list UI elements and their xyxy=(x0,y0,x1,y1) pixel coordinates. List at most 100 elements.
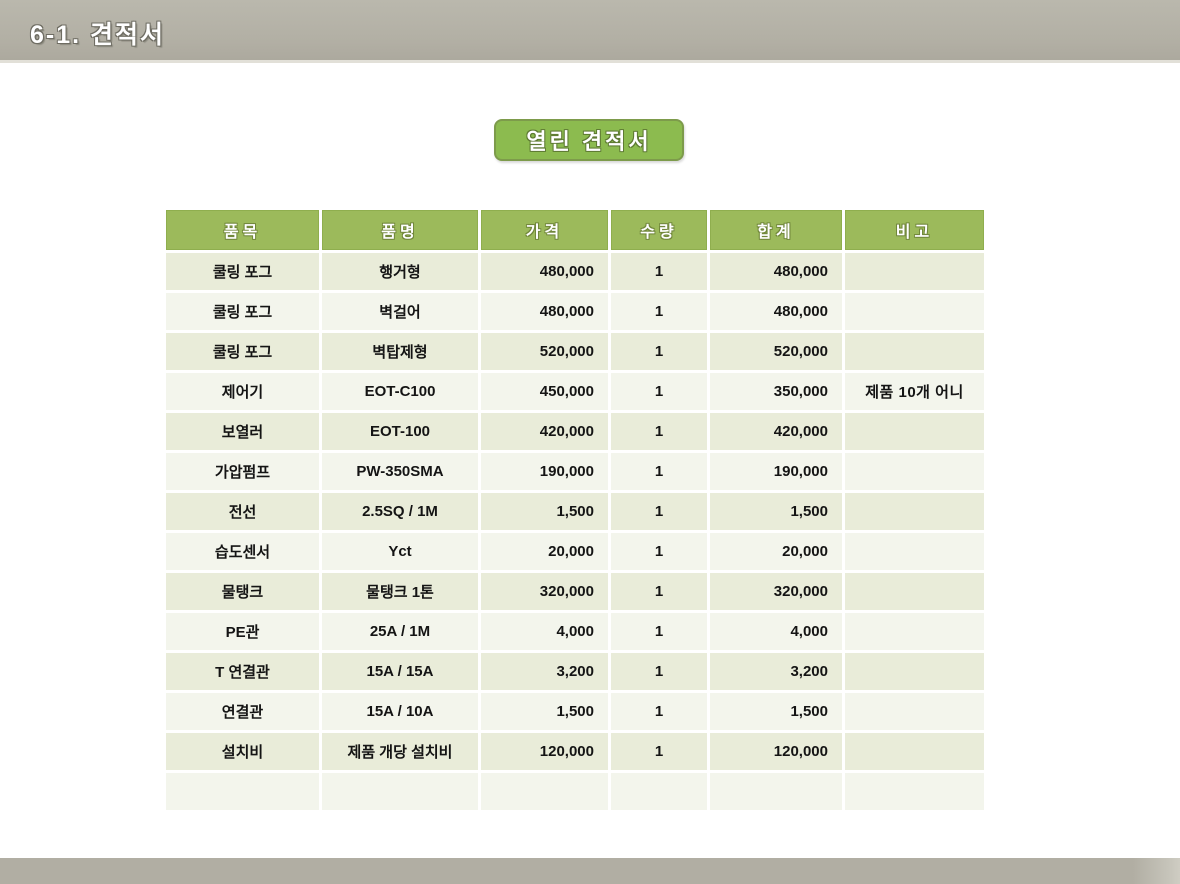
column-header: 합계 xyxy=(710,210,842,250)
table-cell: PE관 xyxy=(166,613,319,650)
table-cell: 물탱크 1톤 xyxy=(322,573,478,610)
table-cell xyxy=(845,293,984,330)
table-cell: 1,500 xyxy=(710,693,842,730)
table-cell: 1 xyxy=(611,253,707,290)
table-cell: 1,500 xyxy=(481,693,608,730)
table-cell: 120,000 xyxy=(481,733,608,770)
table-cell xyxy=(845,693,984,730)
column-header: 가격 xyxy=(481,210,608,250)
open-quotation-badge: 열린 견적서 xyxy=(494,119,684,161)
table-cell: 3,200 xyxy=(481,653,608,690)
table-cell: 20,000 xyxy=(481,533,608,570)
quotation-table: 품목 품명 가격 수량 합계 비고 쿨링 포그 행거형 480,000 1 480,000 쿨링 포… xyxy=(163,207,987,813)
table-cell: 벽탑제형 xyxy=(322,333,478,370)
table-cell xyxy=(611,773,707,810)
table-cell xyxy=(845,573,984,610)
table-cell: 520,000 xyxy=(481,333,608,370)
table-body: 쿨링 포그 행거형 480,000 1 480,000 쿨링 포그 벽걸어 480,000 1 4… xyxy=(166,253,984,810)
table-row: 설치비 제품 개당 설치비 120,000 1 120,000 xyxy=(166,733,984,770)
table-cell: 420,000 xyxy=(481,413,608,450)
table-cell: 520,000 xyxy=(710,333,842,370)
table-row: 쿨링 포그 행거형 480,000 1 480,000 xyxy=(166,253,984,290)
table-cell xyxy=(845,613,984,650)
table-cell: 4,000 xyxy=(481,613,608,650)
column-header: 비고 xyxy=(845,210,984,250)
table-row: 가압펌프 PW-350SMA 190,000 1 190,000 xyxy=(166,453,984,490)
table-cell: 4,000 xyxy=(710,613,842,650)
table-row: 쿨링 포그 벽탑제형 520,000 1 520,000 xyxy=(166,333,984,370)
table-cell: 제품 10개 어니 xyxy=(845,373,984,410)
table-cell xyxy=(845,733,984,770)
table-cell: EOT-100 xyxy=(322,413,478,450)
table-cell: 15A / 10A xyxy=(322,693,478,730)
table-cell xyxy=(481,773,608,810)
table-cell: 1 xyxy=(611,333,707,370)
table-cell: 설치비 xyxy=(166,733,319,770)
table-cell: 1 xyxy=(611,573,707,610)
table-cell xyxy=(322,773,478,810)
table-cell: 쿨링 포그 xyxy=(166,293,319,330)
table-cell xyxy=(845,533,984,570)
table-row xyxy=(166,773,984,810)
table-cell: 쿨링 포그 xyxy=(166,333,319,370)
table-row: 품목 품명 가격 수량 합계 비고 xyxy=(166,210,984,250)
table-cell xyxy=(845,773,984,810)
table-cell: 20,000 xyxy=(710,533,842,570)
table-cell: 480,000 xyxy=(710,253,842,290)
table-cell: 벽걸어 xyxy=(322,293,478,330)
table-row: 보열러 EOT-100 420,000 1 420,000 xyxy=(166,413,984,450)
table-cell: 2.5SQ / 1M xyxy=(322,493,478,530)
table-cell xyxy=(166,773,319,810)
table-row: PE관 25A / 1M 4,000 1 4,000 xyxy=(166,613,984,650)
table-cell xyxy=(845,453,984,490)
table-row: 습도센서 Yct 20,000 1 20,000 xyxy=(166,533,984,570)
table-cell: 전선 xyxy=(166,493,319,530)
table-cell: 물탱크 xyxy=(166,573,319,610)
table-cell: 1 xyxy=(611,653,707,690)
table-row: 전선 2.5SQ / 1M 1,500 1 1,500 xyxy=(166,493,984,530)
table-cell: 1 xyxy=(611,453,707,490)
table-row: T 연결관 15A / 15A 3,200 1 3,200 xyxy=(166,653,984,690)
table-cell: 450,000 xyxy=(481,373,608,410)
table-cell: 제품 개당 설치비 xyxy=(322,733,478,770)
table-cell: 제어기 xyxy=(166,373,319,410)
table-row: 물탱크 물탱크 1톤 320,000 1 320,000 xyxy=(166,573,984,610)
table-cell: 1 xyxy=(611,493,707,530)
table-cell: Yct xyxy=(322,533,478,570)
table-row: 연결관 15A / 10A 1,500 1 1,500 xyxy=(166,693,984,730)
slide-title: 6-1. 견적서 xyxy=(30,21,166,49)
table-cell: 가압펌프 xyxy=(166,453,319,490)
table-cell: 습도센서 xyxy=(166,533,319,570)
table-cell: 480,000 xyxy=(481,253,608,290)
table-cell: 480,000 xyxy=(710,293,842,330)
table-cell xyxy=(710,773,842,810)
table-cell xyxy=(845,253,984,290)
table-row: 쿨링 포그 벽걸어 480,000 1 480,000 xyxy=(166,293,984,330)
table-cell: 쿨링 포그 xyxy=(166,253,319,290)
table-cell: 1 xyxy=(611,533,707,570)
table-cell: 행거형 xyxy=(322,253,478,290)
table-cell xyxy=(845,413,984,450)
table-cell: 연결관 xyxy=(166,693,319,730)
table-cell: 320,000 xyxy=(710,573,842,610)
table-cell: 190,000 xyxy=(481,453,608,490)
table-cell: 350,000 xyxy=(710,373,842,410)
table-cell: 보열러 xyxy=(166,413,319,450)
table-cell: 1 xyxy=(611,613,707,650)
table-cell: PW-350SMA xyxy=(322,453,478,490)
table-cell: 190,000 xyxy=(710,453,842,490)
column-header: 품명 xyxy=(322,210,478,250)
table-cell: EOT-C100 xyxy=(322,373,478,410)
column-header: 품목 xyxy=(166,210,319,250)
table-cell: T 연결관 xyxy=(166,653,319,690)
table-cell: 1,500 xyxy=(710,493,842,530)
column-header: 수량 xyxy=(611,210,707,250)
table-cell: 420,000 xyxy=(710,413,842,450)
table-cell xyxy=(845,333,984,370)
table-row: 제어기 EOT-C100 450,000 1 350,000 제품 10개 어니 xyxy=(166,373,984,410)
table-cell: 3,200 xyxy=(710,653,842,690)
footer-bar xyxy=(0,858,1180,884)
table-cell: 320,000 xyxy=(481,573,608,610)
table-cell: 480,000 xyxy=(481,293,608,330)
table-cell: 1 xyxy=(611,733,707,770)
